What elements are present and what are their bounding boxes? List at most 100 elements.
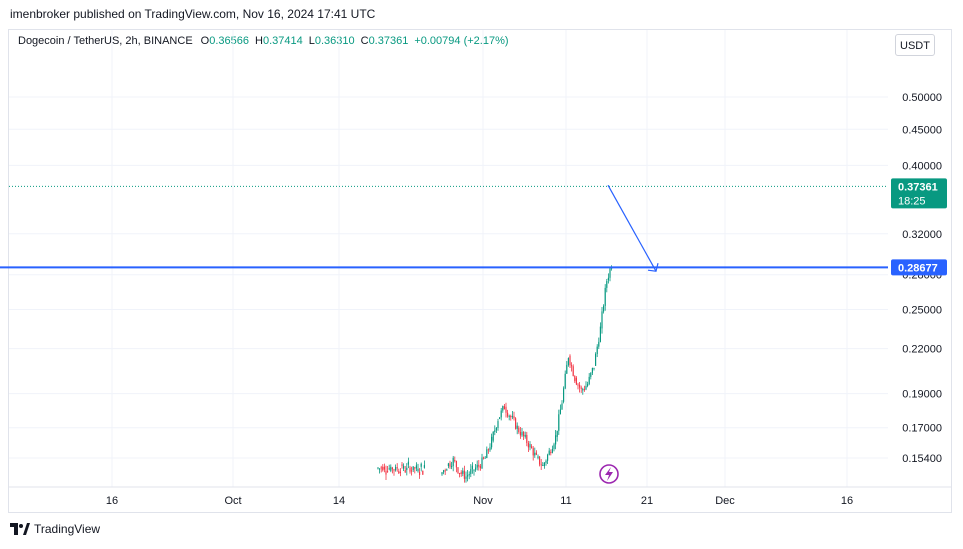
candle-body <box>382 466 384 471</box>
candle-body <box>409 467 411 472</box>
candle-body <box>483 457 485 459</box>
candle-body <box>502 406 504 411</box>
candle-body <box>566 364 568 374</box>
time-tick-label: Oct <box>224 495 241 507</box>
candle-body <box>571 365 573 367</box>
candle-body <box>604 287 606 306</box>
candle-body <box>463 470 465 479</box>
candle-body <box>507 412 509 417</box>
candle-body <box>423 465 425 468</box>
current-price-badge <box>891 178 947 209</box>
candle-body <box>420 463 422 467</box>
currency-button[interactable]: USDT <box>895 34 935 56</box>
close-label: C <box>360 35 369 47</box>
candle-body <box>596 346 598 355</box>
price-badges: 0.37361 18:25 0.28677 <box>891 178 947 276</box>
candle-body <box>583 389 585 391</box>
candle-body <box>598 341 600 347</box>
candle-body <box>473 469 475 471</box>
current-price-countdown: 18:25 <box>898 195 926 207</box>
high-value: 0.37414 <box>262 35 303 47</box>
candle-body <box>516 425 518 429</box>
level-badge <box>891 259 947 276</box>
current-price-badge-value: 0.37361 <box>898 181 938 193</box>
candle-body <box>548 450 550 455</box>
candle-body <box>499 417 501 419</box>
chart-frame[interactable] <box>8 29 952 513</box>
candle-body <box>454 459 456 462</box>
candle-body <box>465 476 467 479</box>
candle-body <box>487 449 489 451</box>
candle-body <box>444 470 446 472</box>
candle-body <box>495 427 497 431</box>
candle-body <box>387 471 389 473</box>
candle-body <box>531 446 533 449</box>
candle-body <box>390 466 392 471</box>
open-label: O <box>200 35 210 47</box>
candle-body <box>486 449 488 458</box>
open-value: 0.36566 <box>209 35 249 47</box>
candle-body <box>609 268 611 278</box>
candle-body <box>481 457 483 469</box>
candle-body <box>491 436 493 448</box>
candle-body <box>601 311 603 329</box>
symbol-title[interactable]: Dogecoin / TetherUS, 2h, BINANCE <box>18 35 193 47</box>
candle-body <box>561 403 563 410</box>
candle-body <box>391 467 393 470</box>
time-axis[interactable]: 16 Oct 14 Nov 11 21 Dec 16 <box>9 486 951 507</box>
candle-body <box>414 467 416 469</box>
candle-body <box>595 354 597 366</box>
candle-body <box>540 464 542 466</box>
candle-body <box>475 467 477 470</box>
candle-body <box>526 434 528 444</box>
candle-body <box>398 471 400 474</box>
symbol-legend: Dogecoin / TetherUS, 2h, BINANCE O 0.365… <box>18 35 515 47</box>
tradingview-footer[interactable]: TradingView <box>10 522 100 536</box>
candle-body <box>407 461 409 465</box>
price-tick-label: 0.19000 <box>902 389 942 401</box>
candle-body <box>551 448 553 453</box>
arrow-shaft <box>607 184 657 272</box>
candle-body <box>519 432 521 436</box>
candles <box>377 265 613 483</box>
candle-body <box>460 472 462 474</box>
time-tick-label: 14 <box>333 495 345 507</box>
candle-body <box>415 465 417 469</box>
price-tick-label: 0.50000 <box>902 92 942 104</box>
candle-body <box>422 470 424 475</box>
candle-body <box>508 415 510 417</box>
candle-body <box>489 447 491 451</box>
candle-body <box>401 464 403 466</box>
candle-body <box>395 467 397 471</box>
candle-body <box>497 421 499 428</box>
candle-body <box>564 373 566 389</box>
candle-body <box>451 466 453 468</box>
publish-info: imenbroker published on TradingView.com,… <box>10 7 376 21</box>
candle-body <box>455 461 457 468</box>
candle-body <box>478 464 480 467</box>
candle-body <box>529 444 531 448</box>
candle-body <box>547 454 549 461</box>
candle-body <box>479 466 481 469</box>
candle-body <box>471 465 473 470</box>
candle-body <box>447 463 449 467</box>
candle-body <box>446 469 448 471</box>
candle-body <box>553 444 555 449</box>
candle-body <box>582 389 584 391</box>
candle-body <box>379 468 381 470</box>
candle-body <box>393 469 395 471</box>
candle-body <box>385 470 387 475</box>
lightning-icon[interactable] <box>599 464 619 484</box>
time-tick-label: 16 <box>106 495 118 507</box>
candle-body <box>411 470 413 472</box>
candle-body <box>590 372 592 377</box>
candle-body <box>543 462 545 467</box>
candle-body <box>417 468 419 472</box>
price-axis[interactable]: 0.500000.450000.400000.320000.280000.250… <box>902 92 942 465</box>
candle-body <box>380 467 382 469</box>
candle-body <box>537 456 539 458</box>
time-tick-label: 21 <box>641 495 653 507</box>
candle-body <box>556 430 558 437</box>
projection-arrow[interactable] <box>607 184 659 272</box>
